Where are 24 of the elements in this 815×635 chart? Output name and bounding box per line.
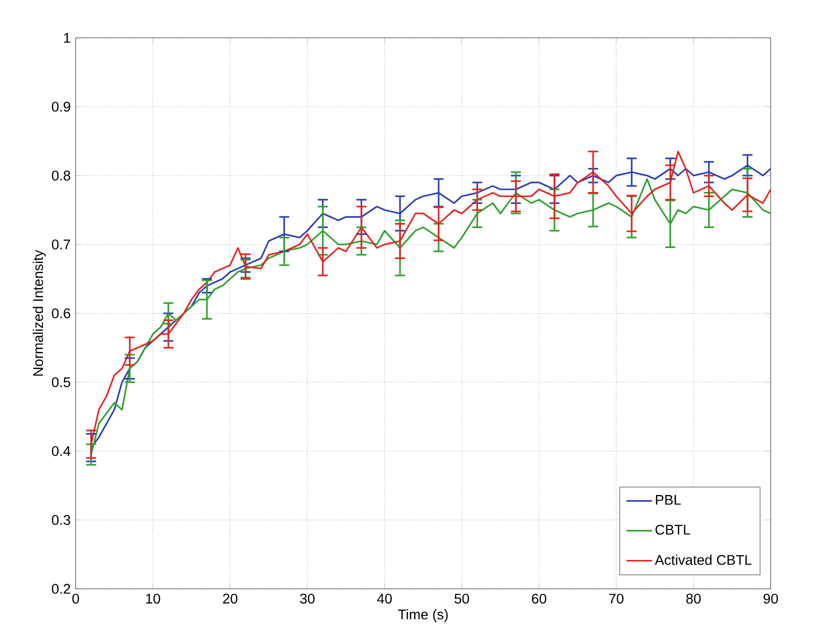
legend-label: Activated CBTL (654, 554, 752, 565)
x-tick-label: 60 (532, 594, 546, 604)
x-tick-label: 50 (454, 594, 470, 604)
legend-label: CBTL (656, 524, 690, 535)
x-tick-label: 90 (764, 594, 778, 604)
x-tick-label: 20 (223, 594, 238, 604)
x-tick-label: 40 (377, 594, 392, 604)
y-tick-label: 0.4 (52, 446, 70, 456)
x-tick-label: 80 (686, 594, 701, 604)
x-axis-title: Time (s) (398, 609, 448, 622)
x-tick-label: 10 (146, 594, 160, 604)
y-axis-title: Normalized Intensity (32, 250, 46, 376)
x-tick-label: 0 (72, 594, 80, 604)
y-tick-label: 1 (64, 33, 70, 43)
legend-label: PBL (656, 495, 681, 505)
y-tick-label: 0.5 (52, 377, 70, 388)
y-tick-label: 0.6 (52, 308, 70, 318)
y-tick-label: 0.7 (52, 240, 70, 250)
y-tick-label: 0.2 (52, 584, 70, 594)
y-tick-label: 0.3 (52, 515, 70, 525)
y-tick-label: 0.8 (52, 170, 70, 181)
x-tick-label: 30 (300, 594, 315, 604)
y-tick-label: 0.9 (52, 102, 70, 112)
x-tick-label: 70 (609, 594, 624, 604)
